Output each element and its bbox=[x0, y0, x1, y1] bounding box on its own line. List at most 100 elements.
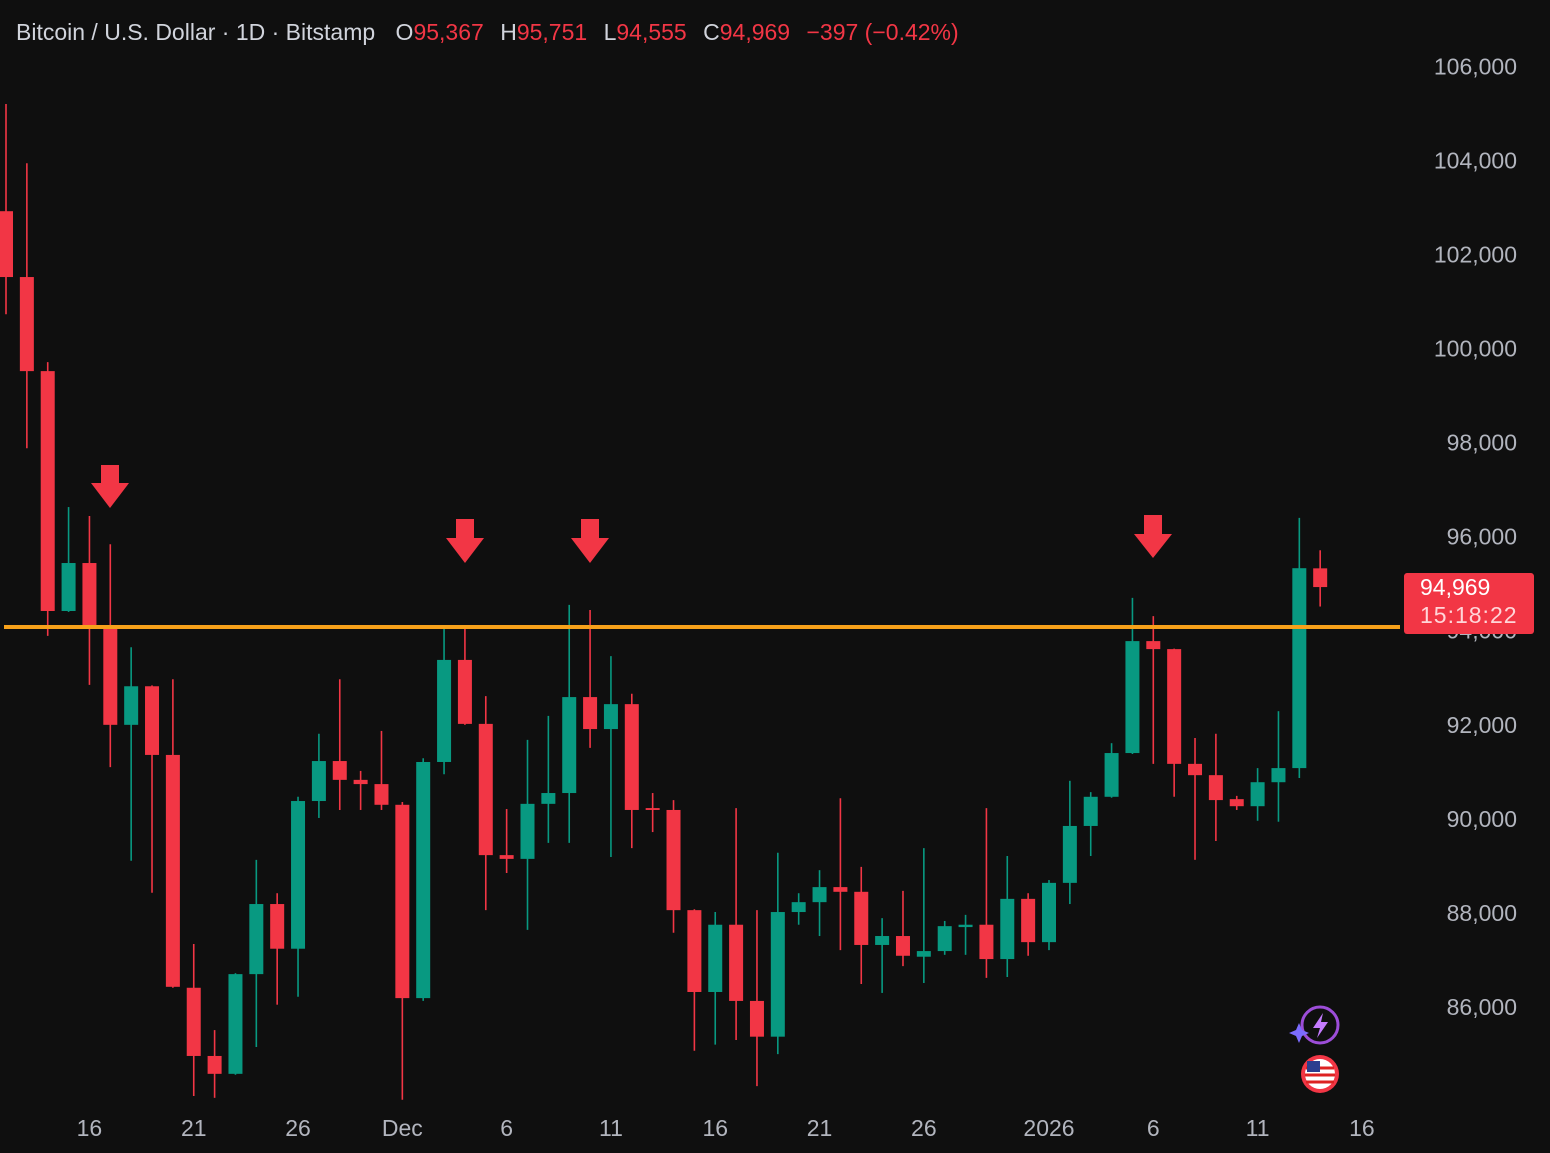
candle-body bbox=[1292, 568, 1307, 769]
x-tick-label: 11 bbox=[599, 1115, 623, 1141]
candle-body bbox=[562, 697, 577, 794]
candle-body bbox=[124, 686, 139, 725]
candle-body bbox=[1146, 641, 1161, 650]
candle-body bbox=[1021, 898, 1036, 943]
x-tick-label: 16 bbox=[702, 1115, 728, 1141]
arrow-marker bbox=[1134, 515, 1172, 558]
candle-body bbox=[19, 277, 34, 372]
candle-body bbox=[1042, 882, 1056, 943]
candle-body bbox=[207, 1055, 222, 1074]
candle-body bbox=[895, 936, 910, 956]
lightning-icon bbox=[1313, 1013, 1328, 1038]
candle-body bbox=[270, 904, 285, 949]
x-tick-label: 21 bbox=[181, 1115, 207, 1141]
candle-body bbox=[0, 211, 13, 278]
candle-body bbox=[353, 779, 368, 785]
y-tick-label: 106,000 bbox=[1434, 53, 1517, 79]
x-tick-label: 6 bbox=[500, 1115, 513, 1141]
candle-body bbox=[812, 887, 827, 903]
arrow-marker bbox=[571, 519, 609, 563]
x-tick-label: 16 bbox=[77, 1115, 103, 1141]
candle-body bbox=[916, 951, 931, 957]
candle-body bbox=[687, 910, 702, 992]
x-tick-label: 2026 bbox=[1023, 1115, 1074, 1141]
candle-body bbox=[478, 723, 493, 856]
candle-body bbox=[40, 371, 55, 612]
candle-body bbox=[770, 912, 785, 1037]
candle-body bbox=[749, 1000, 764, 1037]
candle-body bbox=[61, 563, 76, 612]
header-label: C bbox=[703, 19, 720, 45]
candle-body bbox=[103, 626, 118, 725]
candle-body bbox=[583, 697, 598, 730]
candle-body bbox=[165, 754, 180, 987]
candle-body bbox=[708, 924, 723, 992]
candle-body bbox=[1271, 768, 1286, 783]
candle-body bbox=[958, 924, 973, 928]
candle-body bbox=[374, 784, 389, 805]
candle-body bbox=[332, 761, 347, 780]
candle-body bbox=[1062, 825, 1077, 883]
candle-body bbox=[854, 891, 869, 945]
countdown-label: 15:18:22 bbox=[1420, 602, 1518, 628]
plot-area: 86,00088,00090,00092,00094,00096,00098,0… bbox=[0, 53, 1517, 1141]
candle-body bbox=[666, 809, 681, 911]
candle-body bbox=[729, 924, 744, 1001]
y-tick-label: 102,000 bbox=[1434, 241, 1517, 267]
candle-body bbox=[499, 855, 514, 859]
candle-body bbox=[1188, 763, 1203, 776]
candle-body bbox=[1083, 796, 1098, 826]
candle-body bbox=[416, 761, 431, 999]
candle-body bbox=[249, 904, 264, 975]
candle-body bbox=[457, 659, 472, 724]
candle-body bbox=[541, 793, 556, 804]
x-tick-label: 16 bbox=[1349, 1115, 1375, 1141]
header-value: 95,367 bbox=[413, 19, 483, 45]
candle-body bbox=[624, 704, 639, 810]
header-label: H bbox=[500, 19, 517, 45]
candle-body bbox=[228, 974, 243, 1074]
candle-body bbox=[311, 761, 326, 802]
icons bbox=[1289, 1005, 1340, 1093]
x-tick-label: 11 bbox=[1246, 1115, 1270, 1141]
candle-body bbox=[520, 803, 535, 859]
y-tick-label: 86,000 bbox=[1447, 994, 1517, 1020]
header-value: 94,969 bbox=[720, 19, 790, 45]
x-tick-label: Dec bbox=[382, 1115, 423, 1141]
y-tick-label: 96,000 bbox=[1447, 524, 1517, 550]
y-tick-label: 98,000 bbox=[1447, 430, 1517, 456]
candle-body bbox=[437, 659, 452, 762]
assistant-icon[interactable] bbox=[1300, 1005, 1340, 1045]
x-tick-label: 26 bbox=[911, 1115, 937, 1141]
arrows bbox=[91, 465, 1172, 563]
candle-body bbox=[1208, 775, 1223, 801]
candle-body bbox=[186, 987, 201, 1056]
y-tick-label: 88,000 bbox=[1447, 900, 1517, 926]
candle-body bbox=[1104, 753, 1119, 797]
candle-body bbox=[291, 801, 306, 949]
y-tick-label: 104,000 bbox=[1434, 147, 1517, 173]
price-label-box bbox=[1404, 573, 1534, 635]
candle-body bbox=[937, 926, 952, 952]
candle-body bbox=[875, 936, 890, 945]
chart-header: Bitcoin / U.S. Dollar · 1D · Bitstamp O9… bbox=[16, 19, 959, 45]
y-tick-label: 90,000 bbox=[1447, 806, 1517, 832]
candle-body bbox=[1313, 568, 1328, 588]
header-title: Bitcoin / U.S. Dollar · 1D · Bitstamp bbox=[16, 19, 375, 45]
candle-body bbox=[82, 563, 97, 627]
arrow-marker bbox=[91, 465, 129, 508]
candle-body bbox=[1125, 641, 1140, 754]
candle-body bbox=[791, 902, 806, 913]
x-tick-label: 26 bbox=[285, 1115, 311, 1141]
y-tick-label: 100,000 bbox=[1434, 335, 1517, 361]
x-tick-label: 21 bbox=[807, 1115, 833, 1141]
arrow-marker bbox=[446, 519, 484, 563]
header-change: −397 (−0.42%) bbox=[806, 19, 958, 45]
candle-body bbox=[1000, 898, 1015, 960]
candle-body bbox=[145, 686, 160, 755]
sparkle-icon bbox=[1289, 1023, 1309, 1043]
y-tick-label: 92,000 bbox=[1447, 712, 1517, 738]
candle-body bbox=[833, 887, 848, 892]
candle-body bbox=[979, 924, 994, 960]
